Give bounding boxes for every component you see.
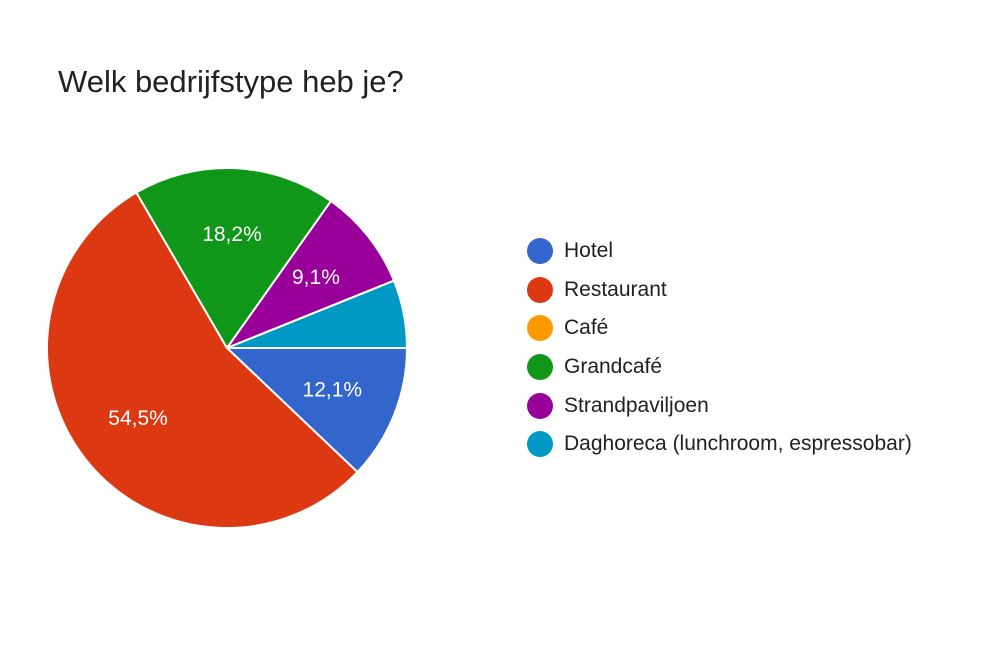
- legend-item-cafe[interactable]: Café: [527, 309, 912, 348]
- legend-label: Daghoreca (lunchroom, espressobar): [564, 432, 912, 456]
- legend-swatch: [527, 315, 553, 342]
- slice-label-restaurant: 54,5%: [108, 407, 168, 430]
- legend-label: Café: [564, 316, 609, 340]
- pie-slice-hotel[interactable]: [226, 347, 408, 474]
- legend-label: Strandpaviljoen: [564, 393, 709, 417]
- pie-slice-restaurant[interactable]: [46, 191, 359, 529]
- pie-slices: [46, 167, 408, 529]
- legend-label: Hotel: [564, 239, 614, 263]
- legend-item-grandcafe[interactable]: Grandcafé: [527, 348, 912, 387]
- chart-title: Welk bedrijfstype heb je?: [58, 64, 404, 99]
- legend-label: Restaurant: [564, 277, 667, 301]
- legend-swatch: [527, 431, 553, 458]
- legend-label: Grandcafé: [564, 355, 663, 379]
- legend-swatch: [527, 238, 553, 265]
- legend-item-hotel[interactable]: Hotel: [527, 232, 912, 271]
- legend-item-strandpaviljoen[interactable]: Strandpaviljoen: [527, 386, 912, 425]
- pie-slice-daghoreca-lunchroom-espressobar[interactable]: [226, 279, 408, 349]
- legend-item-daghoreca-lunchroom-espressobar[interactable]: Daghoreca (lunchroom, espressobar): [527, 425, 912, 464]
- legend-swatch: [527, 276, 553, 303]
- legend-item-restaurant[interactable]: Restaurant: [527, 271, 912, 310]
- chart-legend: Hotel Restaurant Café Grandcafé Strandpavilj…: [527, 232, 912, 464]
- slice-label-hotel: 12,1%: [303, 379, 363, 402]
- pie-slice-grandcafe[interactable]: [135, 167, 332, 349]
- pie-slice-strandpaviljoen[interactable]: [226, 200, 395, 349]
- slice-label-strandpaviljoen: 9,1%: [292, 266, 340, 289]
- slice-label-grandcafe: 18,2%: [202, 223, 262, 246]
- pie-slice-labels: 12,1% 54,5% 18,2% 9,1%: [108, 223, 362, 430]
- legend-swatch: [527, 354, 553, 381]
- legend-swatch: [527, 392, 553, 419]
